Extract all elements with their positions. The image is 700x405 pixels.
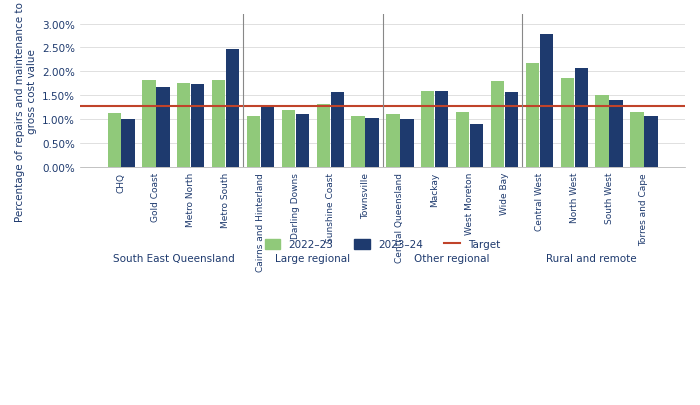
Bar [644, 117, 657, 168]
Bar [505, 93, 518, 168]
Bar [610, 101, 622, 168]
Bar [316, 104, 330, 168]
Bar [540, 35, 553, 168]
Bar [330, 93, 344, 168]
Bar [212, 81, 225, 168]
Bar [421, 91, 435, 168]
Bar [261, 106, 274, 168]
Text: South East Queensland: South East Queensland [113, 254, 234, 264]
Bar [247, 117, 260, 168]
Bar [282, 111, 295, 168]
Text: Rural and remote: Rural and remote [546, 254, 637, 264]
Bar [400, 119, 414, 168]
Legend: 2022–23, 2023–24, Target: 2022–23, 2023–24, Target [260, 235, 505, 254]
Text: Large regional: Large regional [275, 254, 351, 264]
Bar [386, 115, 400, 168]
Text: Other regional: Other regional [414, 254, 490, 264]
Bar [470, 124, 483, 168]
Bar [561, 79, 574, 168]
Bar [122, 119, 134, 168]
Bar [575, 68, 588, 168]
Bar [156, 88, 169, 168]
Bar [526, 64, 539, 168]
Bar [142, 81, 155, 168]
Bar [491, 82, 504, 168]
Bar [177, 84, 190, 168]
Bar [226, 50, 239, 168]
Bar [191, 85, 204, 168]
Bar [456, 113, 469, 168]
Bar [351, 117, 365, 168]
Bar [295, 115, 309, 168]
Bar [108, 114, 121, 168]
Bar [630, 113, 643, 168]
Bar [365, 119, 379, 168]
Bar [435, 92, 449, 168]
Y-axis label: Percentage of repairs and maintenance to closing
gross cost value: Percentage of repairs and maintenance to… [15, 0, 36, 221]
Bar [596, 96, 609, 168]
